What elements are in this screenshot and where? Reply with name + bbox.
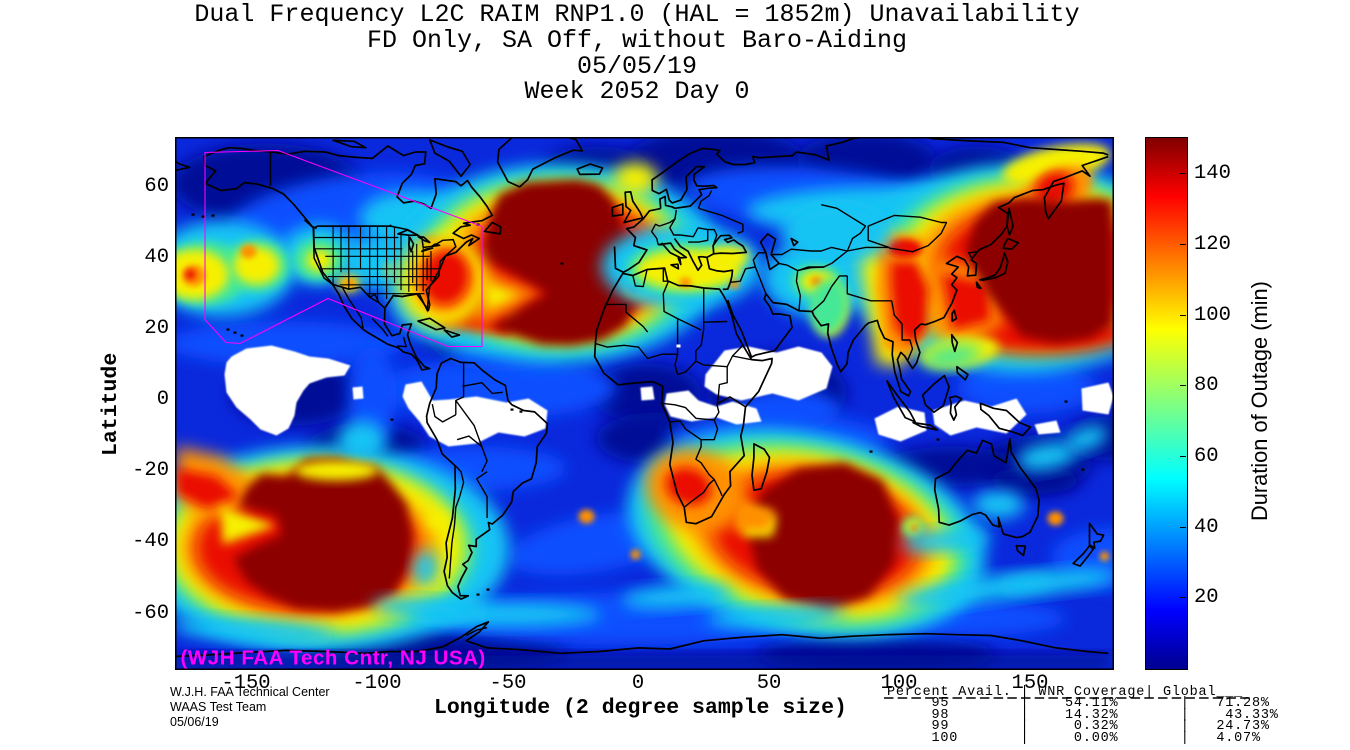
svg-text:(WJH FAA Tech Cntr, NJ USA): (WJH FAA Tech Cntr, NJ USA) — [181, 646, 486, 669]
